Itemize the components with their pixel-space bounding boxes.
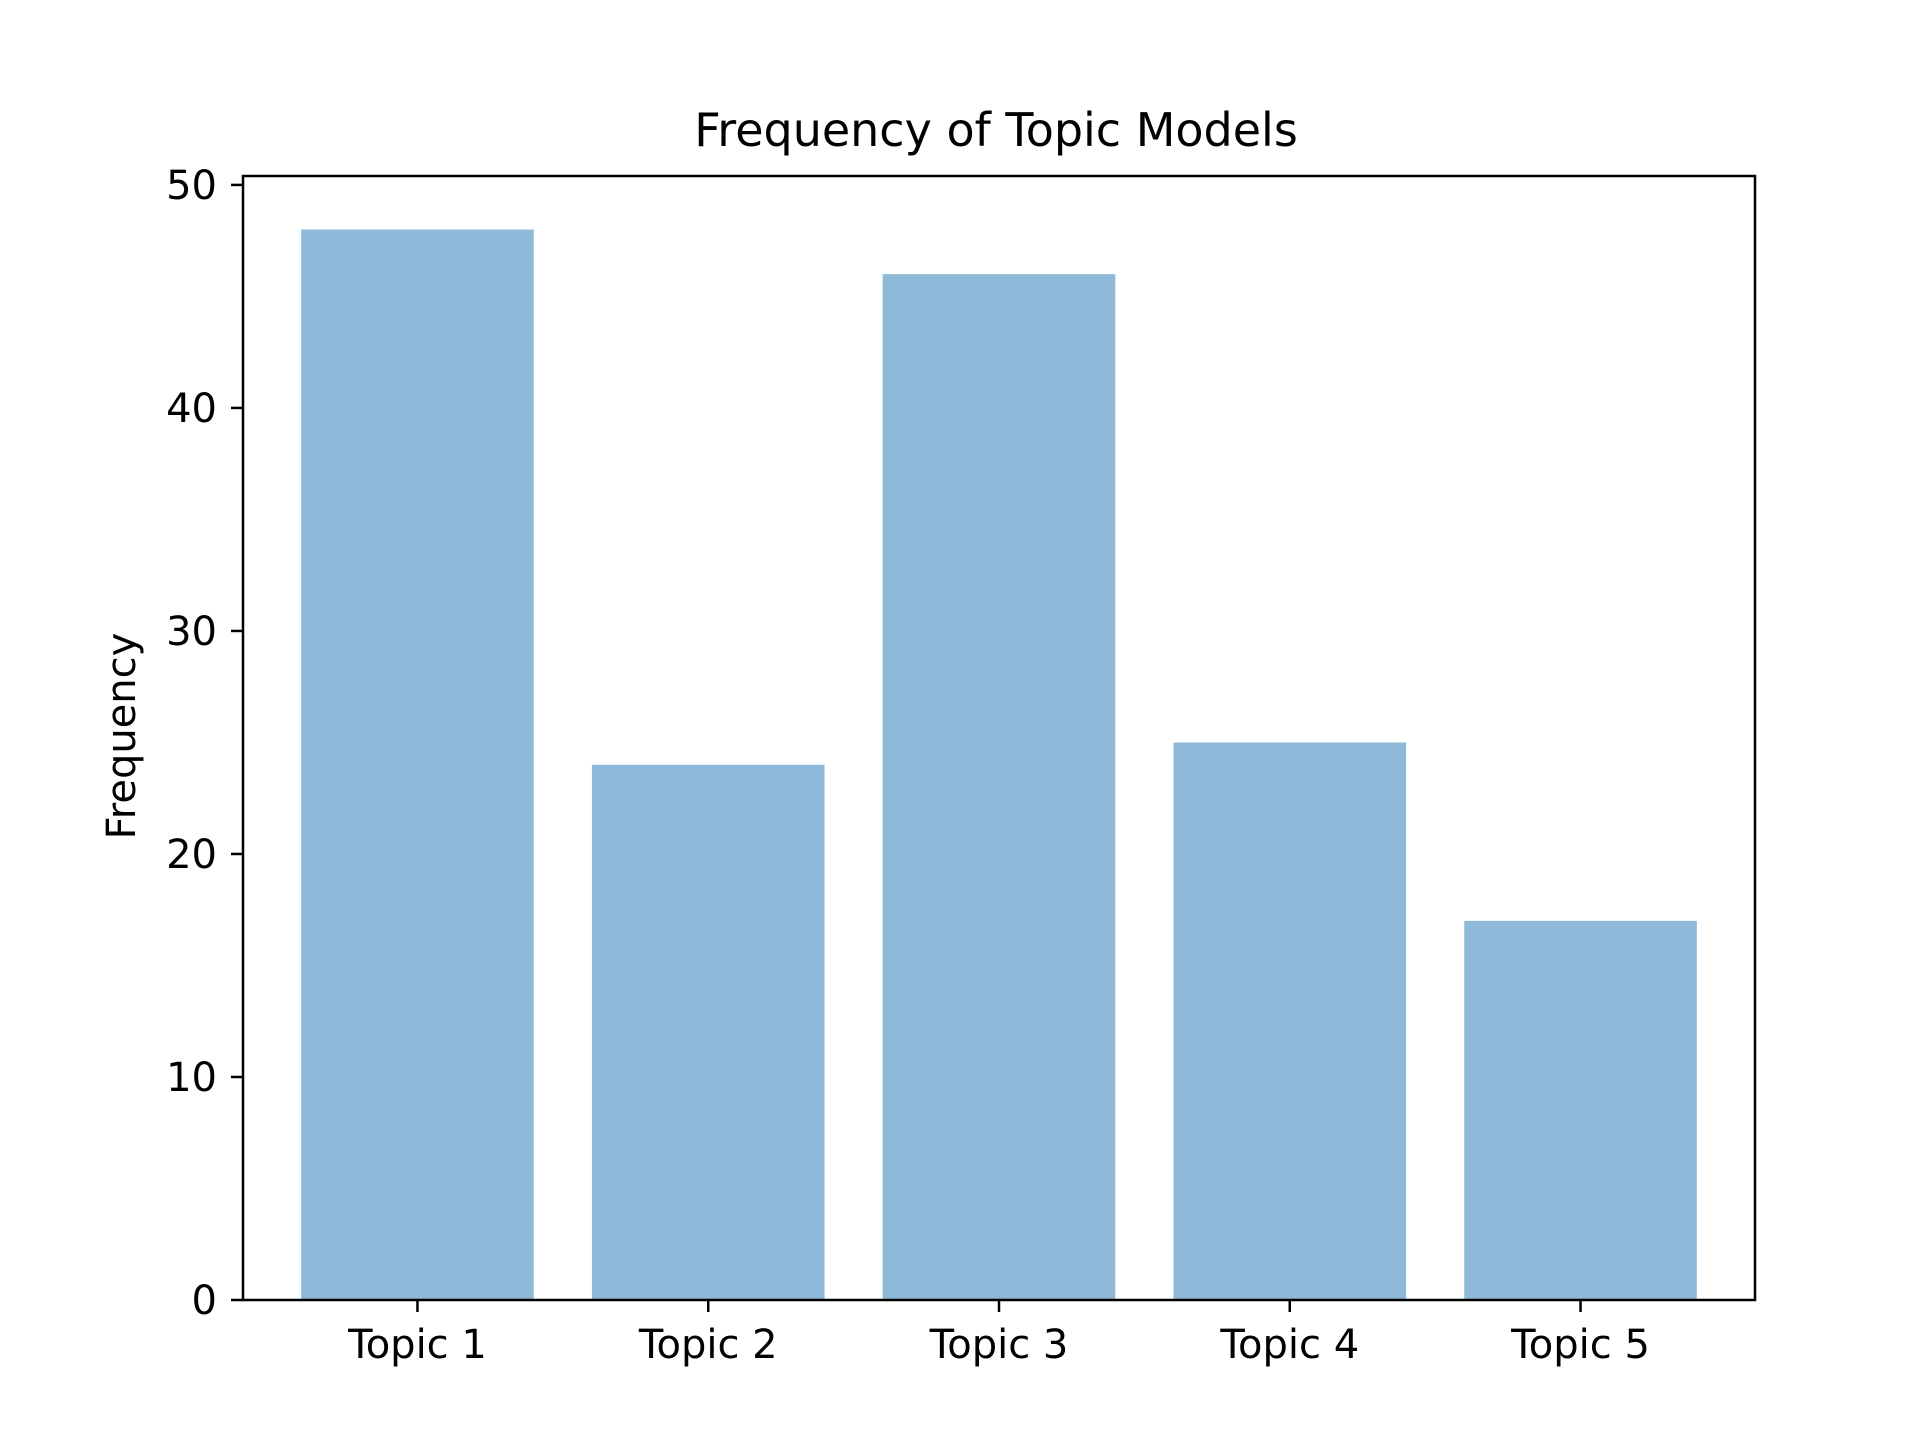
x-tick-label: Topic 1 [347,1322,487,1368]
x-tick-label: Topic 3 [929,1322,1069,1368]
bars-layer [301,229,1697,1301]
y-tick-label: 10 [166,1055,217,1101]
y-tick-label: 0 [192,1278,217,1324]
y-tick-label: 20 [166,832,217,878]
x-tick-label: Topic 2 [638,1322,778,1368]
bar-topic-2 [591,764,825,1300]
bar-topic-4 [1173,742,1407,1300]
chart-title: Frequency of Topic Models [694,103,1298,157]
y-axis: 0 10 20 30 40 50 [166,163,243,1324]
plot-frame [241,174,1757,1302]
y-tick-label: 30 [166,609,217,655]
x-tick-label: Topic 4 [1219,1322,1359,1368]
x-axis: Topic 1 Topic 2 Topic 3 Topic 4 Topic 5 [347,1300,1650,1368]
y-tick-label: 50 [166,163,217,209]
y-tick-label: 40 [166,386,217,432]
bar-topic-1 [301,229,534,1300]
bar-topic-3 [882,274,1116,1301]
x-tick-label: Topic 5 [1510,1322,1650,1368]
y-axis-label: Frequency [99,633,145,840]
bar-topic-5 [1464,920,1697,1300]
